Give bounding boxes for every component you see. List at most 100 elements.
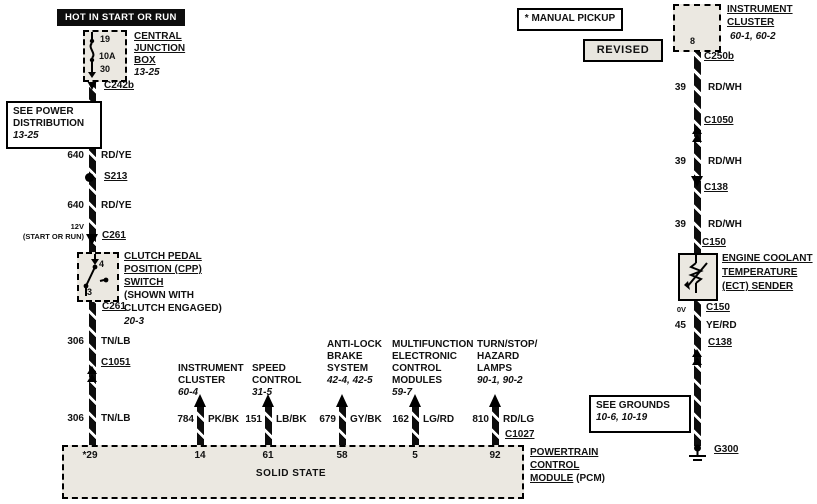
wire-39b-color: RD/WH: [708, 156, 742, 167]
col-turn-stop-hazard: TURN/STOP/ HAZARD LAMPS 90-1, 90-2: [477, 339, 537, 387]
connector-g300: G300: [714, 444, 739, 455]
cpp-pin-4: 4: [99, 259, 105, 269]
ect-name-2: TEMPERATURE: [722, 267, 798, 278]
col3-line3: MODULES: [392, 375, 442, 386]
power-note-line1: SEE POWER: [13, 106, 74, 117]
wire-640a-number: 640: [67, 150, 84, 161]
power-note-line2: DISTRIBUTION: [13, 118, 85, 129]
col4-line2: LAMPS: [477, 363, 512, 374]
cjb-name-2: JUNCTION: [134, 43, 186, 54]
cpp-note-2: CLUTCH ENGAGED): [124, 303, 222, 314]
col0-ref: 60-4: [178, 387, 199, 398]
arrow-up-810: [489, 394, 501, 407]
connector-c1050: C1050: [704, 115, 734, 126]
cpp-pin-3: 3: [87, 287, 93, 297]
wire-39a-color: RD/WH: [708, 82, 742, 93]
cpp-note-1: (SHOWN WITH: [124, 290, 194, 301]
instrument-cluster-box: [673, 4, 721, 52]
power-note-ref: 13-25: [13, 130, 39, 141]
col3-line0: MULTIFUNCTION: [392, 339, 474, 350]
pcm-name-3-main: MODULE: [530, 473, 574, 484]
connector-c1027: C1027: [505, 429, 535, 440]
see-grounds-note: SEE GROUNDS 10-6, 10-19: [589, 395, 691, 433]
chevron-c138-lower-a: [692, 349, 702, 357]
col-speed-control: SPEED CONTROL 31-5: [252, 363, 301, 399]
col-abs: ANTI-LOCK BRAKE SYSTEM 42-4, 42-5: [327, 339, 382, 387]
pcm-box: [62, 445, 524, 499]
wire-679-color: GY/BK: [350, 414, 382, 425]
wire-39b-number: 39: [674, 156, 686, 167]
pcm-pin-58: 58: [336, 450, 348, 461]
chevron-c138-lower-b: [692, 357, 702, 365]
wire-right-upper: [694, 50, 701, 255]
arrow-down-c242b: [86, 79, 98, 90]
col4-line1: HAZARD: [477, 351, 520, 362]
col1-line0: SPEED: [252, 363, 286, 374]
wire-45-color: YE/RD: [706, 320, 737, 331]
pcm-pin-14: 14: [194, 450, 206, 461]
pcm-name-1: POWERTRAIN: [530, 447, 599, 458]
arrow-up-784: [194, 394, 206, 407]
arrow-down-c261: [86, 234, 98, 245]
pcm-pin-92: 92: [489, 450, 501, 461]
manual-pickup-note: * MANUAL PICKUP: [517, 8, 623, 31]
connector-c150-upper: C150: [702, 237, 726, 248]
voltage-12v-note: (START OR RUN): [22, 232, 84, 241]
wire-col-810: [492, 407, 499, 445]
col2-line2: SYSTEM: [327, 363, 369, 374]
pcm-name-2: CONTROL: [530, 460, 580, 471]
col3-line1: ELECTRONIC: [392, 351, 457, 362]
wire-col-679: [339, 407, 346, 445]
ic-name-1: INSTRUMENT: [727, 4, 793, 15]
manual-pickup-text: * MANUAL PICKUP: [524, 13, 616, 24]
col1-ref: 31-5: [252, 387, 273, 398]
wire-151-number: 151: [245, 414, 262, 425]
connector-c138-upper: C138: [704, 182, 728, 193]
cpp-name-2: POSITION (CPP): [124, 264, 202, 275]
col-instrument-cluster: INSTRUMENT CLUSTER 60-4: [178, 363, 244, 399]
col2-line0: ANTI-LOCK: [327, 339, 382, 350]
col3-line2: CONTROL: [392, 363, 442, 374]
cjb-fuse-rating: 10A: [99, 51, 116, 61]
grounds-note-ref: 10-6, 10-19: [596, 412, 648, 423]
ic-name-2: CLUSTER: [727, 17, 775, 28]
connector-c250b: C250b: [704, 51, 735, 62]
ic-pin-8: 8: [690, 36, 696, 46]
variable-resistor-icon: [684, 255, 708, 293]
revised-text: REVISED: [596, 44, 650, 56]
col0-line0: INSTRUMENT: [178, 363, 244, 374]
splice-s213-dot: [85, 173, 94, 182]
wire-45-number: 45: [674, 320, 686, 331]
col4-ref: 90-1, 90-2: [477, 375, 523, 386]
col3-ref: 59-7: [392, 387, 413, 398]
pcm-solid-state-label: SOLID STATE: [255, 468, 327, 479]
wire-left-upper: [89, 78, 96, 252]
connector-c242b: C242b: [104, 80, 135, 91]
wire-306a-number: 306: [67, 336, 84, 347]
wire-39a-number: 39: [674, 82, 686, 93]
hot-banner: HOT IN START OR RUN: [57, 9, 185, 26]
cpp-page-ref: 20-3: [124, 316, 145, 327]
ground-icon: [689, 444, 706, 461]
connector-c261-top: C261: [102, 230, 126, 241]
chevron-c1051-a: [87, 366, 97, 374]
col1-line1: CONTROL: [252, 375, 302, 386]
cjb-name-1: CENTRAL: [134, 31, 182, 42]
connector-c261-bottom: C261: [102, 301, 126, 312]
arrow-up-679: [336, 394, 348, 407]
pcm-pin-5: 5: [412, 450, 418, 461]
wire-right-lower: [694, 299, 701, 446]
chevron-c1050-a: [692, 126, 702, 134]
chevron-c1050-b: [692, 134, 702, 142]
pcm-name-3: MODULE (PCM): [530, 473, 605, 485]
cjb-pin-30: 30: [100, 64, 111, 74]
cjb-page-ref: 13-25: [134, 67, 160, 78]
wire-679-number: 679: [319, 414, 336, 425]
wire-col-784: [197, 407, 204, 445]
switch-icon: [83, 254, 109, 296]
pcm-pin-61: 61: [262, 450, 274, 461]
wire-810-number: 810: [472, 414, 489, 425]
wire-col-162: [412, 407, 419, 445]
arrow-up-162: [409, 394, 421, 407]
wire-39c-color: RD/WH: [708, 219, 742, 230]
